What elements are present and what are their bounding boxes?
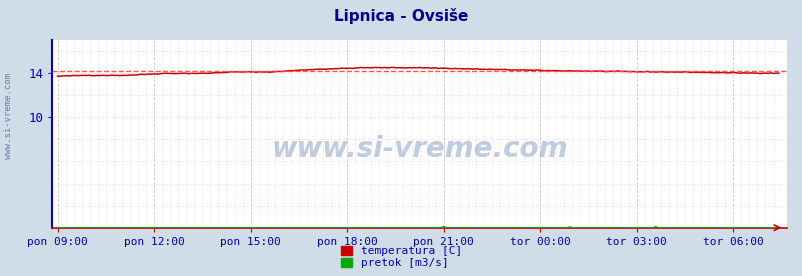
Text: Lipnica - Ovsiše: Lipnica - Ovsiše (334, 8, 468, 24)
Legend: temperatura [C], pretok [m3/s]: temperatura [C], pretok [m3/s] (338, 244, 464, 270)
Text: www.si-vreme.com: www.si-vreme.com (271, 135, 567, 163)
Text: www.si-vreme.com: www.si-vreme.com (3, 73, 13, 159)
